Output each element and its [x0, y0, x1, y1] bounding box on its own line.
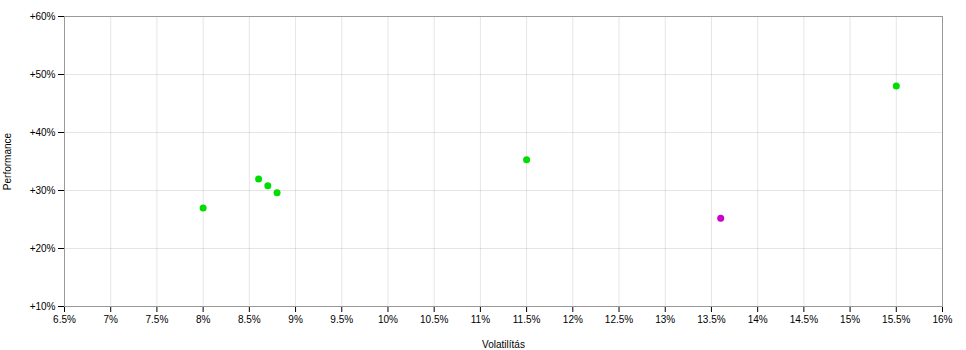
svg-text:7%: 7%	[103, 314, 118, 325]
svg-text:12%: 12%	[563, 314, 583, 325]
svg-text:10.5%: 10.5%	[420, 314, 448, 325]
svg-text:Volatilítás: Volatilítás	[482, 339, 525, 350]
svg-text:+50%: +50%	[30, 69, 56, 80]
svg-text:15%: 15%	[840, 314, 860, 325]
svg-text:+60%: +60%	[30, 11, 56, 22]
svg-text:8%: 8%	[196, 314, 211, 325]
svg-text:13.5%: 13.5%	[697, 314, 725, 325]
svg-text:16%: 16%	[932, 314, 952, 325]
svg-text:9.5%: 9.5%	[330, 314, 353, 325]
svg-text:+10%: +10%	[30, 301, 56, 312]
svg-text:+40%: +40%	[30, 127, 56, 138]
svg-text:6.5%: 6.5%	[53, 314, 76, 325]
svg-text:14%: 14%	[748, 314, 768, 325]
svg-text:8.5%: 8.5%	[238, 314, 261, 325]
svg-text:10%: 10%	[378, 314, 398, 325]
svg-text:14.5%: 14.5%	[790, 314, 818, 325]
svg-text:Performance: Performance	[2, 132, 13, 190]
svg-text:11.5%: 11.5%	[513, 314, 541, 325]
svg-text:15.5%: 15.5%	[882, 314, 910, 325]
svg-text:+30%: +30%	[30, 185, 56, 196]
svg-text:9%: 9%	[288, 314, 303, 325]
svg-text:13%: 13%	[655, 314, 675, 325]
svg-text:7.5%: 7.5%	[146, 314, 169, 325]
svg-text:+20%: +20%	[30, 243, 56, 254]
svg-text:11%: 11%	[471, 314, 490, 325]
svg-text:12.5%: 12.5%	[605, 314, 633, 325]
